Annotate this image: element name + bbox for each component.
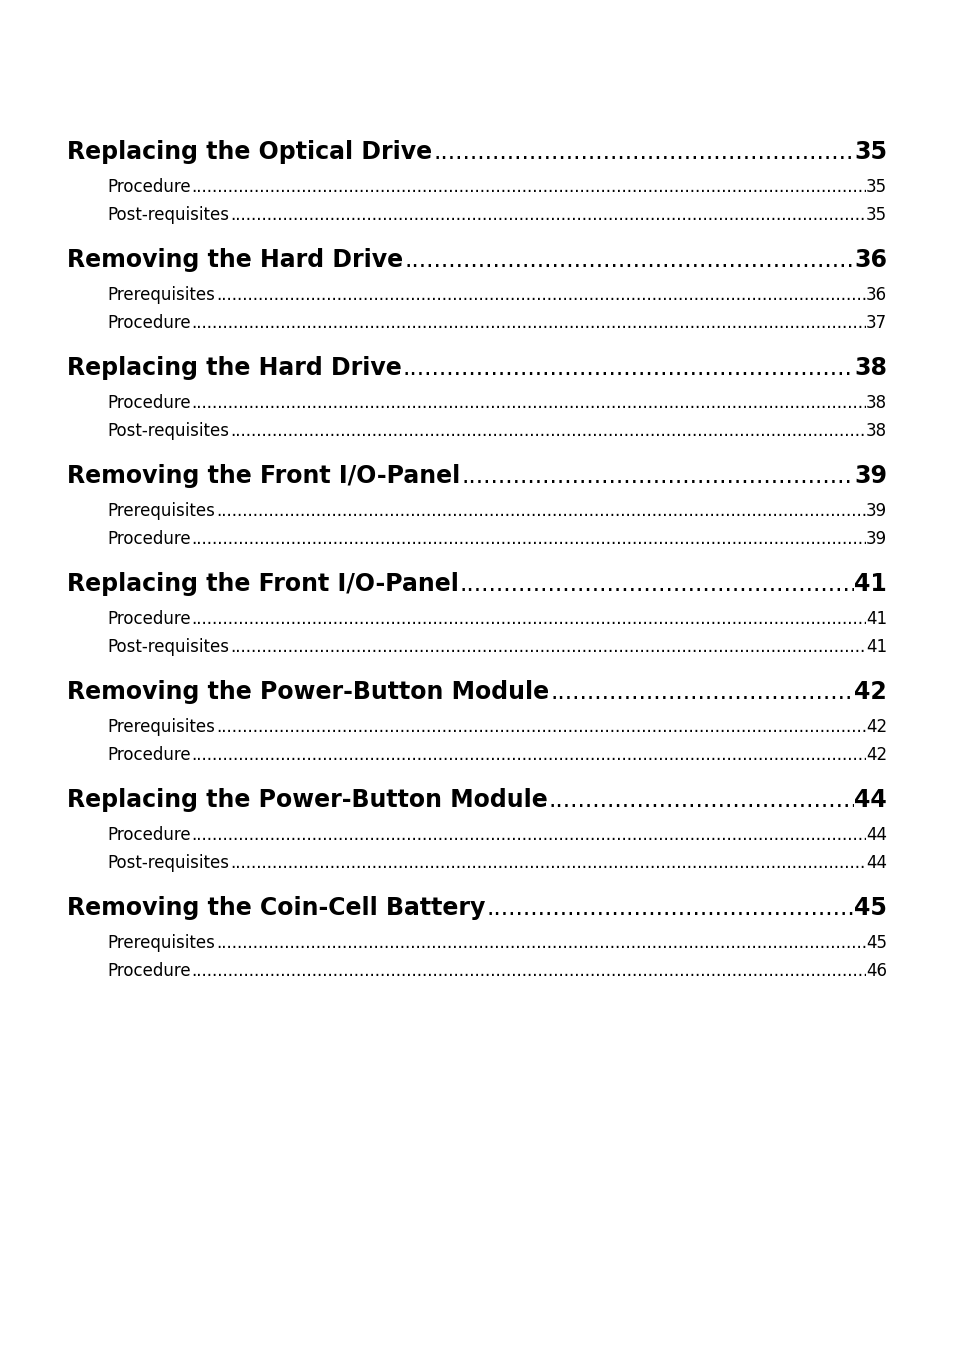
Text: ................................................................................: ........................................… [192, 393, 953, 413]
Text: ................................................................................: ........................................… [215, 934, 953, 952]
Text: Procedure: Procedure [107, 611, 191, 628]
Text: 35: 35 [865, 206, 886, 224]
Text: ................................................................................: ........................................… [433, 139, 953, 164]
Text: ................................................................................: ........................................… [215, 501, 953, 520]
Text: ................................................................................: ........................................… [460, 464, 953, 488]
Text: ................................................................................: ........................................… [192, 314, 953, 332]
Text: ................................................................................: ........................................… [215, 719, 953, 736]
Text: 39: 39 [865, 501, 886, 520]
Text: Post-requisites: Post-requisites [107, 422, 229, 440]
Text: 42: 42 [865, 719, 886, 736]
Text: ................................................................................: ........................................… [230, 422, 953, 440]
Text: 37: 37 [865, 314, 886, 332]
Text: Procedure: Procedure [107, 826, 191, 844]
Text: Replacing the Power-Button Module: Replacing the Power-Button Module [67, 788, 547, 811]
Text: ................................................................................: ........................................… [192, 611, 953, 628]
Text: 35: 35 [865, 178, 886, 195]
Text: 41: 41 [865, 638, 886, 656]
Text: Removing the Power-Button Module: Removing the Power-Button Module [67, 680, 549, 703]
Text: 45: 45 [853, 896, 886, 919]
Text: 36: 36 [853, 249, 886, 272]
Text: 39: 39 [853, 464, 886, 488]
Text: ................................................................................: ........................................… [192, 178, 953, 195]
Text: 44: 44 [865, 854, 886, 872]
Text: Replacing the Optical Drive: Replacing the Optical Drive [67, 139, 432, 164]
Text: ................................................................................: ........................................… [230, 206, 953, 224]
Text: Replacing the Front I/O-Panel: Replacing the Front I/O-Panel [67, 572, 458, 596]
Text: Procedure: Procedure [107, 962, 191, 979]
Text: Post-requisites: Post-requisites [107, 638, 229, 656]
Text: ................................................................................: ........................................… [402, 357, 953, 380]
Text: Prerequisites: Prerequisites [107, 934, 214, 952]
Text: 42: 42 [853, 680, 886, 703]
Text: 45: 45 [865, 934, 886, 952]
Text: Procedure: Procedure [107, 530, 191, 548]
Text: 38: 38 [853, 357, 886, 380]
Text: 44: 44 [865, 826, 886, 844]
Text: 44: 44 [853, 788, 886, 811]
Text: 42: 42 [865, 746, 886, 764]
Text: ................................................................................: ........................................… [486, 896, 953, 919]
Text: Replacing the Hard Drive: Replacing the Hard Drive [67, 357, 401, 380]
Text: Procedure: Procedure [107, 746, 191, 764]
Text: Procedure: Procedure [107, 178, 191, 195]
Text: ................................................................................: ........................................… [548, 788, 953, 811]
Text: Post-requisites: Post-requisites [107, 206, 229, 224]
Text: Procedure: Procedure [107, 393, 191, 413]
Text: 36: 36 [865, 285, 886, 305]
Text: ................................................................................: ........................................… [192, 530, 953, 548]
Text: ................................................................................: ........................................… [192, 746, 953, 764]
Text: 38: 38 [865, 422, 886, 440]
Text: Post-requisites: Post-requisites [107, 854, 229, 872]
Text: 41: 41 [865, 611, 886, 628]
Text: 41: 41 [853, 572, 886, 596]
Text: Procedure: Procedure [107, 314, 191, 332]
Text: 46: 46 [865, 962, 886, 979]
Text: ................................................................................: ........................................… [192, 826, 953, 844]
Text: Removing the Front I/O-Panel: Removing the Front I/O-Panel [67, 464, 459, 488]
Text: ................................................................................: ........................................… [230, 638, 953, 656]
Text: Removing the Hard Drive: Removing the Hard Drive [67, 249, 403, 272]
Text: ................................................................................: ........................................… [550, 680, 953, 703]
Text: Prerequisites: Prerequisites [107, 285, 214, 305]
Text: ................................................................................: ........................................… [215, 285, 953, 305]
Text: 35: 35 [853, 139, 886, 164]
Text: 39: 39 [865, 530, 886, 548]
Text: ................................................................................: ........................................… [459, 572, 953, 596]
Text: Prerequisites: Prerequisites [107, 719, 214, 736]
Text: ................................................................................: ........................................… [192, 962, 953, 979]
Text: Prerequisites: Prerequisites [107, 501, 214, 520]
Text: ................................................................................: ........................................… [404, 249, 953, 272]
Text: 38: 38 [865, 393, 886, 413]
Text: Removing the Coin-Cell Battery: Removing the Coin-Cell Battery [67, 896, 485, 919]
Text: ................................................................................: ........................................… [230, 854, 953, 872]
